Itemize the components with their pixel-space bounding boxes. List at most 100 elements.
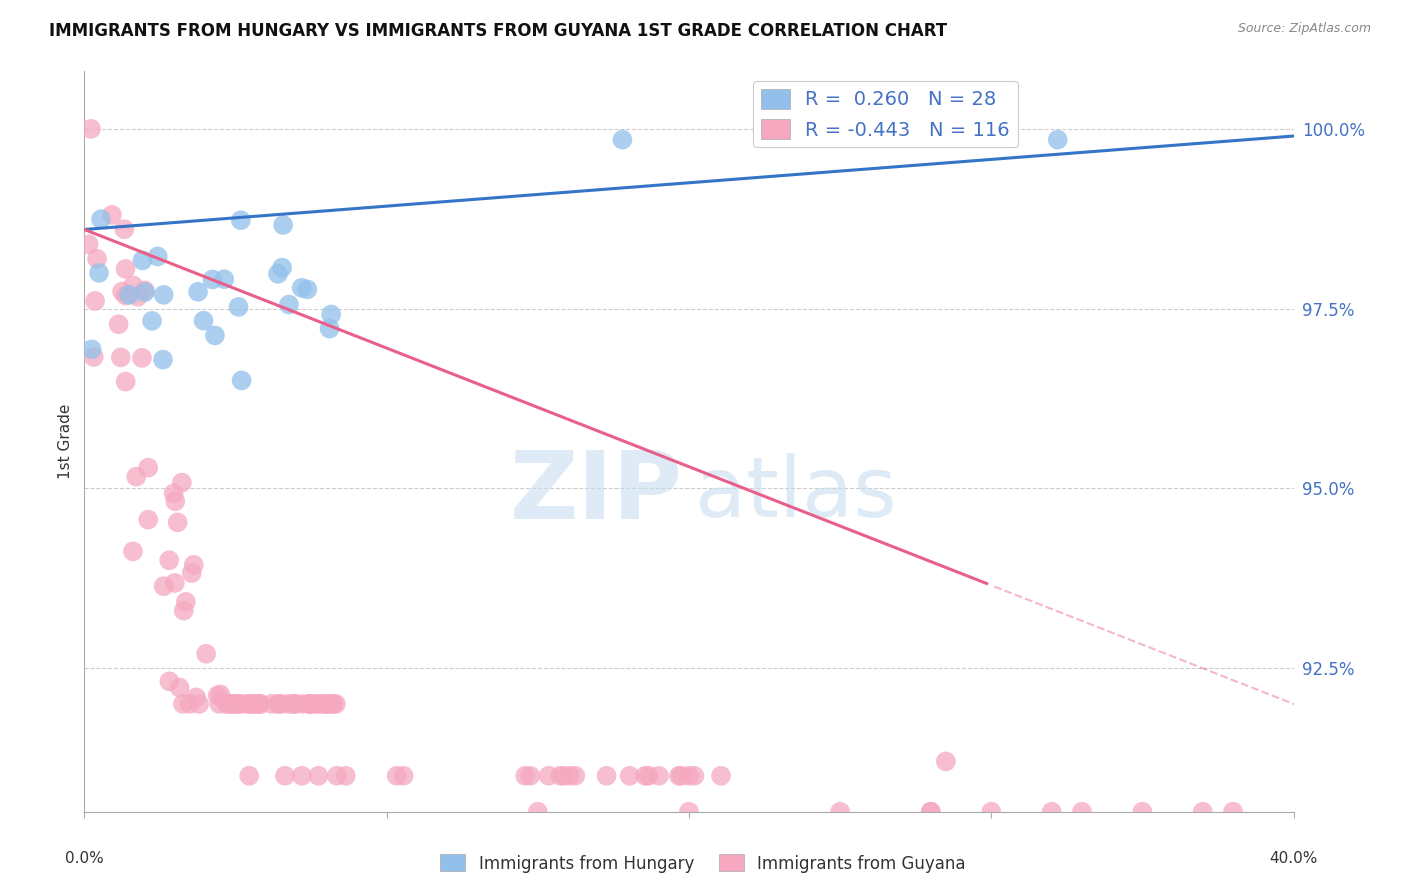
Point [322,697,344,711]
Point [515,769,537,783]
Point [146,250,169,264]
Point [152,288,174,302]
Point [271,218,294,232]
Point [312,697,335,711]
Point [318,321,340,335]
Text: IMMIGRANTS FROM HUNGARY VS IMMIGRANTS FROM GUYANA 1ST GRADE CORRELATION CHART: IMMIGRANTS FROM HUNGARY VS IMMIGRANTS FR… [49,22,948,40]
Point [222,697,245,711]
Point [187,285,209,299]
Point [157,674,180,689]
Point [612,133,634,147]
Point [111,285,134,299]
Point [267,697,290,711]
Point [180,566,202,580]
Point [284,697,307,711]
Point [385,769,408,783]
Point [250,697,273,711]
Point [172,697,194,711]
Point [553,769,575,783]
Point [297,282,319,296]
Point [392,769,415,783]
Point [245,697,267,711]
Point [188,697,211,711]
Point [170,475,193,490]
Point [321,308,343,322]
Point [634,769,657,783]
Point [316,697,339,711]
Point [274,769,297,783]
Point [283,697,305,711]
Text: Source: ZipAtlas.com: Source: ZipAtlas.com [1237,22,1371,36]
Point [136,513,159,527]
Text: 40.0%: 40.0% [1270,851,1317,865]
Point [204,328,226,343]
Point [325,697,347,711]
Point [648,769,671,783]
Point [935,755,957,769]
Legend: Immigrants from Hungary, Immigrants from Guyana: Immigrants from Hungary, Immigrants from… [433,847,973,880]
Point [291,697,314,711]
Point [217,697,239,711]
Point [316,697,339,711]
Point [669,769,692,783]
Point [710,769,733,783]
Point [134,285,156,300]
Point [322,697,344,711]
Point [1192,805,1215,819]
Point [283,697,305,711]
Point [173,604,195,618]
Point [221,697,243,711]
Point [314,697,336,711]
Point [83,350,105,364]
Point [619,769,641,783]
Point [152,352,174,367]
Point [537,769,560,783]
Point [595,769,617,783]
Point [683,769,706,783]
Point [163,576,186,591]
Point [179,697,201,711]
Legend: R =  0.260   N = 28, R = -0.443   N = 116: R = 0.260 N = 28, R = -0.443 N = 116 [752,81,1018,147]
Point [110,351,132,365]
Point [136,460,159,475]
Point [1040,805,1063,819]
Point [920,805,942,819]
Point [238,697,260,711]
Point [163,486,186,500]
Point [80,121,103,136]
Point [246,697,269,711]
Point [298,697,321,711]
Point [87,266,110,280]
Point [122,278,145,293]
Text: atlas: atlas [695,453,897,534]
Point [152,579,174,593]
Point [920,805,942,819]
Point [231,374,253,388]
Point [305,697,328,711]
Point [207,689,229,703]
Point [101,208,124,222]
Point [107,318,129,332]
Point [201,272,224,286]
Point [229,213,252,227]
Point [228,300,250,314]
Point [114,288,136,302]
Point [215,697,238,711]
Point [548,769,571,783]
Point [127,290,149,304]
Point [1046,133,1069,147]
Point [193,314,215,328]
Point [678,769,700,783]
Point [247,697,270,711]
Text: 0.0%: 0.0% [65,851,104,865]
Point [270,697,292,711]
Point [165,494,187,508]
Point [278,297,301,311]
Text: ZIP: ZIP [510,448,683,540]
Point [184,690,207,705]
Point [114,261,136,276]
Point [267,697,290,711]
Point [243,697,266,711]
Point [112,222,135,236]
Point [80,343,103,357]
